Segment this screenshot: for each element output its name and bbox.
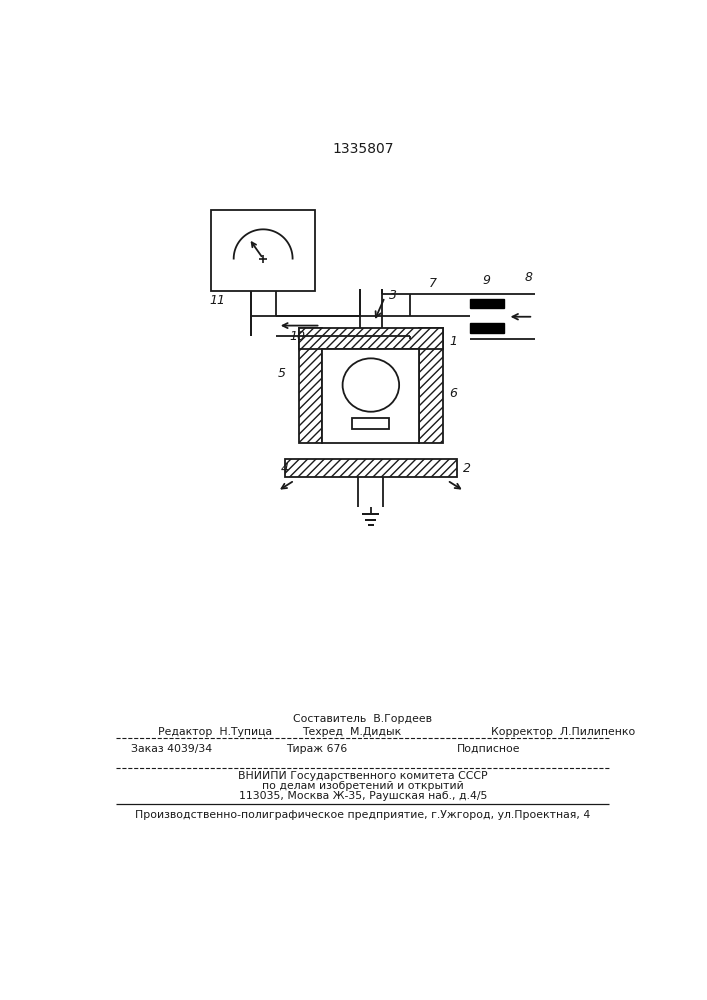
Bar xyxy=(419,328,443,443)
Text: Корректор  Л.Пилипенко: Корректор Л.Пилипенко xyxy=(491,727,636,737)
Text: 1335807: 1335807 xyxy=(332,142,394,156)
Bar xyxy=(211,210,315,291)
Ellipse shape xyxy=(343,358,399,412)
Text: 5: 5 xyxy=(278,367,286,380)
Text: Редактор  Н.Тупица: Редактор Н.Тупица xyxy=(158,727,272,737)
Text: 7: 7 xyxy=(429,277,437,290)
Text: 1: 1 xyxy=(450,335,457,348)
Bar xyxy=(299,328,322,443)
Text: 9: 9 xyxy=(483,274,491,287)
Text: 2: 2 xyxy=(463,462,472,475)
Text: Заказ 4039/34: Заказ 4039/34 xyxy=(131,744,212,754)
Text: 4: 4 xyxy=(281,462,289,475)
Text: Производственно-полиграфическое предприятие, г.Ужгород, ул.Проектная, 4: Производственно-полиграфическое предприя… xyxy=(135,810,590,820)
Text: 6: 6 xyxy=(450,387,457,400)
Bar xyxy=(322,349,419,443)
Text: 8: 8 xyxy=(525,271,532,284)
Text: ВНИИПИ Государственного комитета СССР: ВНИИПИ Государственного комитета СССР xyxy=(238,771,488,781)
Text: Техред  М.Дидык: Техред М.Дидык xyxy=(303,727,402,737)
Bar xyxy=(285,459,457,477)
Text: Составитель  В.Гордеев: Составитель В.Гордеев xyxy=(293,714,432,724)
Bar xyxy=(299,328,443,349)
Text: 10: 10 xyxy=(289,330,305,343)
Text: Тираж 676: Тираж 676 xyxy=(286,744,348,754)
Text: 11: 11 xyxy=(209,294,226,307)
Bar xyxy=(469,323,504,333)
Text: 3: 3 xyxy=(389,289,397,302)
Text: по делам изобретений и открытий: по делам изобретений и открытий xyxy=(262,781,464,791)
Text: 113035, Москва Ж-35, Раушская наб., д.4/5: 113035, Москва Ж-35, Раушская наб., д.4/… xyxy=(238,791,487,801)
Text: Подписное: Подписное xyxy=(457,744,520,754)
Bar xyxy=(353,418,390,429)
Bar xyxy=(469,299,504,308)
